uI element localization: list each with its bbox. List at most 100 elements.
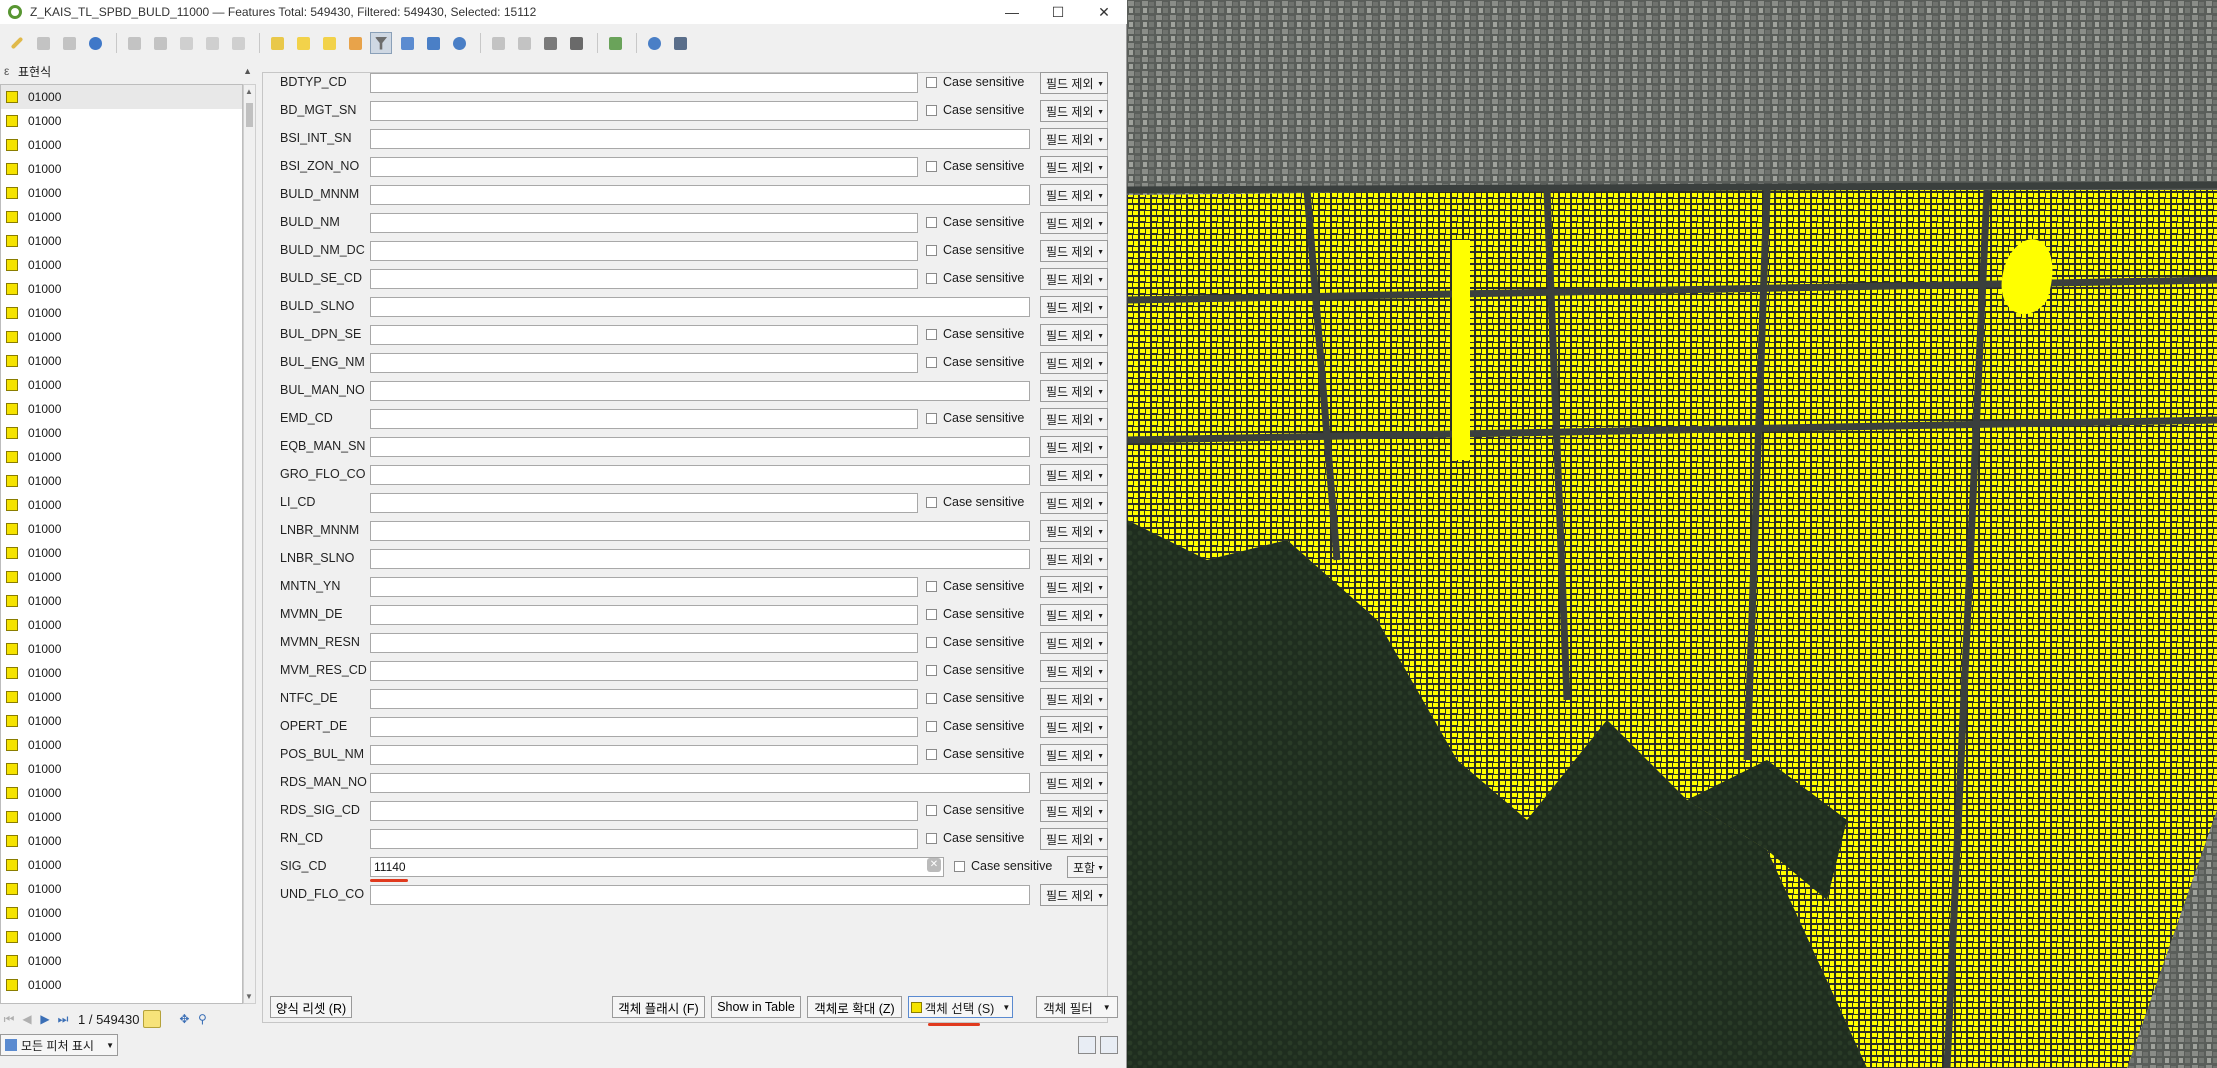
exclude-field-button[interactable]: 필드 제외 ▼ [1040,128,1108,150]
list-item[interactable]: 01000 [1,829,242,853]
field-value-input[interactable] [370,689,918,709]
add-feature-icon[interactable] [123,32,145,54]
exclude-field-button[interactable]: 필드 제외 ▼ [1040,576,1108,598]
list-item[interactable]: 01000 [1,493,242,517]
case-sensitive-checkbox[interactable]: Case sensitive [926,75,1024,89]
field-value-input[interactable] [370,773,1030,793]
field-value-input[interactable] [370,549,1030,569]
new-field-icon[interactable] [487,32,509,54]
field-value-input[interactable] [370,633,918,653]
reset-form-button[interactable]: 양식 리셋 (R) [270,996,352,1018]
exclude-field-button[interactable]: 필드 제외 ▼ [1040,884,1108,906]
checkbox-box[interactable] [926,496,937,508]
zoom-to-features-button[interactable]: 객체로 확대 (Z) [807,996,902,1018]
move-selection-top-icon[interactable] [396,32,418,54]
checkbox-box[interactable] [926,244,937,256]
exclude-field-button[interactable]: 필드 제외 ▼ [1040,716,1108,738]
exclude-field-button[interactable]: 필드 제외 ▼ [1040,744,1108,766]
exclude-field-button[interactable]: 필드 제외 ▼ [1040,184,1108,206]
checkbox-box[interactable] [926,608,937,620]
include-field-button[interactable]: 포함 ▼ [1067,856,1108,878]
field-value-input[interactable] [370,101,918,121]
next-feature-icon[interactable]: ▶ [40,1012,50,1026]
field-value-input[interactable] [370,297,1030,317]
checkbox-box[interactable] [926,832,937,844]
field-value-input[interactable] [370,465,1030,485]
field-value-input[interactable] [370,213,918,233]
list-item[interactable]: 01000 [1,445,242,469]
list-item[interactable]: 01000 [1,325,242,349]
field-value-input[interactable] [370,493,918,513]
sort-arrow-icon[interactable]: ▲ [243,66,252,76]
list-item[interactable]: 01000 [1,109,242,133]
field-value-input[interactable] [370,409,918,429]
list-item[interactable]: 01000 [1,853,242,877]
deselect-all-icon[interactable] [344,32,366,54]
case-sensitive-checkbox[interactable]: Case sensitive [926,719,1024,733]
exclude-field-button[interactable]: 필드 제외 ▼ [1040,492,1108,514]
checkbox-box[interactable] [926,636,937,648]
list-item[interactable]: 01000 [1,589,242,613]
list-item[interactable]: 01000 [1,373,242,397]
exclude-field-button[interactable]: 필드 제외 ▼ [1040,688,1108,710]
list-item[interactable]: 01000 [1,925,242,949]
field-value-input[interactable] [370,661,918,681]
list-item[interactable]: 01000 [1,637,242,661]
first-feature-icon[interactable]: ⏮ [3,1011,15,1026]
map-view[interactable] [1127,0,2217,1068]
filter-features-button[interactable]: 객체 필터 ▼ [1036,996,1118,1018]
checkbox-box[interactable] [926,412,937,424]
exclude-field-button[interactable]: 필드 제외 ▼ [1040,408,1108,430]
list-item[interactable]: 01000 [1,229,242,253]
list-item[interactable]: 01000 [1,253,242,277]
case-sensitive-checkbox[interactable]: Case sensitive [926,327,1024,341]
checkbox-box[interactable] [954,860,965,872]
list-scrollbar[interactable]: ▲ ▼ [243,84,256,1004]
case-sensitive-checkbox[interactable]: Case sensitive [926,579,1024,593]
case-sensitive-checkbox[interactable]: Case sensitive [926,691,1024,705]
list-item[interactable]: 01000 [1,157,242,181]
checkbox-box[interactable] [926,664,937,676]
case-sensitive-checkbox[interactable]: Case sensitive [926,271,1024,285]
select-by-expression-icon[interactable] [266,32,288,54]
reload-icon[interactable] [84,32,106,54]
field-value-input[interactable] [370,269,918,289]
case-sensitive-checkbox[interactable]: Case sensitive [926,103,1024,117]
exclude-field-button[interactable]: 필드 제외 ▼ [1040,324,1108,346]
field-value-input[interactable] [370,241,918,261]
list-item[interactable]: 01000 [1,205,242,229]
field-value-input[interactable] [370,381,1030,401]
scroll-up-icon[interactable]: ▲ [245,87,253,96]
case-sensitive-checkbox[interactable]: Case sensitive [926,495,1024,509]
exclude-field-button[interactable]: 필드 제외 ▼ [1040,352,1108,374]
list-item[interactable]: 01000 [1,397,242,421]
zoom-to-feature-icon[interactable]: ⚲ [198,1012,207,1026]
case-sensitive-checkbox[interactable]: Case sensitive [926,159,1024,173]
map-canvas[interactable] [1127,0,2217,1068]
field-value-input[interactable] [370,745,918,765]
list-item[interactable]: 01000 [1,877,242,901]
pan-to-feature-icon[interactable]: ✥ [179,1012,190,1026]
field-value-input[interactable] [370,437,1030,457]
exclude-field-button[interactable]: 필드 제외 ▼ [1040,100,1108,122]
clear-input-icon[interactable]: ✕ [927,858,941,872]
actions-icon[interactable] [604,32,626,54]
list-item[interactable]: 01000 [1,301,242,325]
highlight-lightbulb-icon[interactable] [143,1010,162,1028]
list-item[interactable]: 01000 [1,277,242,301]
case-sensitive-checkbox[interactable]: Case sensitive [926,411,1024,425]
case-sensitive-checkbox[interactable]: Case sensitive [926,607,1024,621]
case-sensitive-checkbox[interactable]: Case sensitive [926,215,1024,229]
checkbox-box[interactable] [926,748,937,760]
checkbox-box[interactable] [926,104,937,116]
list-item[interactable]: 01000 [1,541,242,565]
case-sensitive-checkbox[interactable]: Case sensitive [926,803,1024,817]
delete-feature-icon[interactable] [149,32,171,54]
conditional-formatting-icon[interactable] [565,32,587,54]
exclude-field-button[interactable]: 필드 제외 ▼ [1040,380,1108,402]
feature-list[interactable]: 01000 01000 01000 01000 01000 01000 01000 01000… [0,84,243,1004]
field-value-input[interactable] [370,829,918,849]
case-sensitive-checkbox[interactable]: Case sensitive [926,243,1024,257]
field-value-input[interactable] [370,325,918,345]
field-value-input[interactable] [370,577,918,597]
